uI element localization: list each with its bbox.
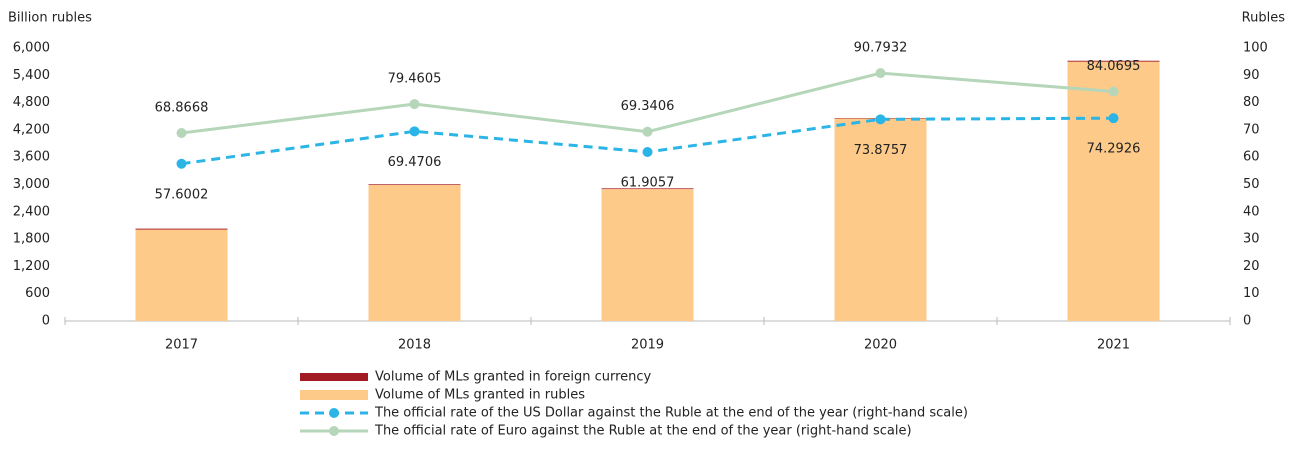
bar	[368, 184, 461, 321]
x-tick-label: 2020	[864, 338, 897, 353]
x-tick-label: 2019	[631, 338, 664, 353]
data-label: 68.8668	[155, 100, 209, 115]
bar	[601, 189, 694, 321]
y-tick-label: 600	[25, 286, 50, 301]
y2-tick-label: 70	[1243, 122, 1260, 137]
y2-tick-label: 10	[1243, 286, 1260, 301]
y-tick-label: 4,800	[13, 95, 50, 110]
bar	[601, 188, 694, 190]
y-tick-label: 0	[42, 314, 50, 329]
marker	[642, 146, 653, 157]
y-tick-label: 3,600	[13, 150, 50, 165]
marker	[1108, 86, 1119, 97]
y-tick-label: 1,800	[13, 232, 50, 247]
legend-label: The official rate of Euro against the Ru…	[374, 424, 912, 439]
y-tick-label: 6,000	[13, 41, 50, 56]
y-tick-label: 4,200	[13, 122, 50, 137]
y2-tick-label: 80	[1243, 95, 1260, 110]
data-label: 69.4706	[388, 155, 442, 170]
data-label: 84.0695	[1087, 59, 1141, 74]
y2-tick-label: 30	[1243, 232, 1260, 247]
y2-tick-label: 100	[1243, 41, 1268, 56]
y-tick-label: 3,000	[13, 177, 50, 192]
data-label: 69.3406	[621, 99, 675, 114]
marker	[642, 126, 653, 137]
data-label: 57.6002	[155, 187, 209, 202]
bar	[135, 228, 228, 230]
legend-label: Volume of MLs granted in rubles	[375, 388, 585, 403]
marker	[1108, 113, 1119, 124]
data-label: 74.2926	[1087, 142, 1141, 157]
data-label: 79.4605	[388, 72, 442, 87]
x-tick-label: 2021	[1097, 338, 1130, 353]
y-axis-title: Billion rubles	[8, 11, 92, 26]
data-label: 61.9057	[621, 175, 675, 190]
y2-tick-label: 20	[1243, 259, 1260, 274]
marker	[409, 99, 420, 110]
bar	[368, 184, 461, 185]
x-tick-label: 2017	[165, 338, 198, 353]
legend-label: The official rate of the US Dollar again…	[374, 406, 968, 421]
y2-tick-label: 60	[1243, 150, 1260, 165]
x-tick-label: 2018	[398, 338, 431, 353]
marker	[176, 127, 187, 138]
bar	[135, 229, 228, 321]
legend-label: Volume of MLs granted in foreign currenc…	[375, 370, 652, 385]
marker	[875, 114, 886, 125]
legend-marker	[329, 408, 339, 418]
y2-tick-label: 90	[1243, 68, 1260, 83]
y2-tick-label: 50	[1243, 177, 1260, 192]
legend-swatch	[300, 373, 368, 381]
y2-axis-title: Rubles	[1242, 11, 1286, 26]
marker	[409, 126, 420, 137]
y-tick-label: 1,200	[13, 259, 50, 274]
y2-tick-label: 0	[1243, 314, 1251, 329]
legend-marker	[329, 426, 339, 436]
data-label: 73.8757	[854, 143, 908, 158]
marker	[875, 68, 886, 79]
bar	[834, 118, 927, 322]
y-tick-label: 2,400	[13, 204, 50, 219]
bar	[1067, 60, 1160, 62]
y2-tick-label: 40	[1243, 204, 1260, 219]
legend-swatch	[300, 390, 368, 400]
bar	[1067, 61, 1160, 322]
y-tick-label: 5,400	[13, 68, 50, 83]
data-label: 90.7932	[854, 41, 908, 56]
marker	[176, 158, 187, 169]
